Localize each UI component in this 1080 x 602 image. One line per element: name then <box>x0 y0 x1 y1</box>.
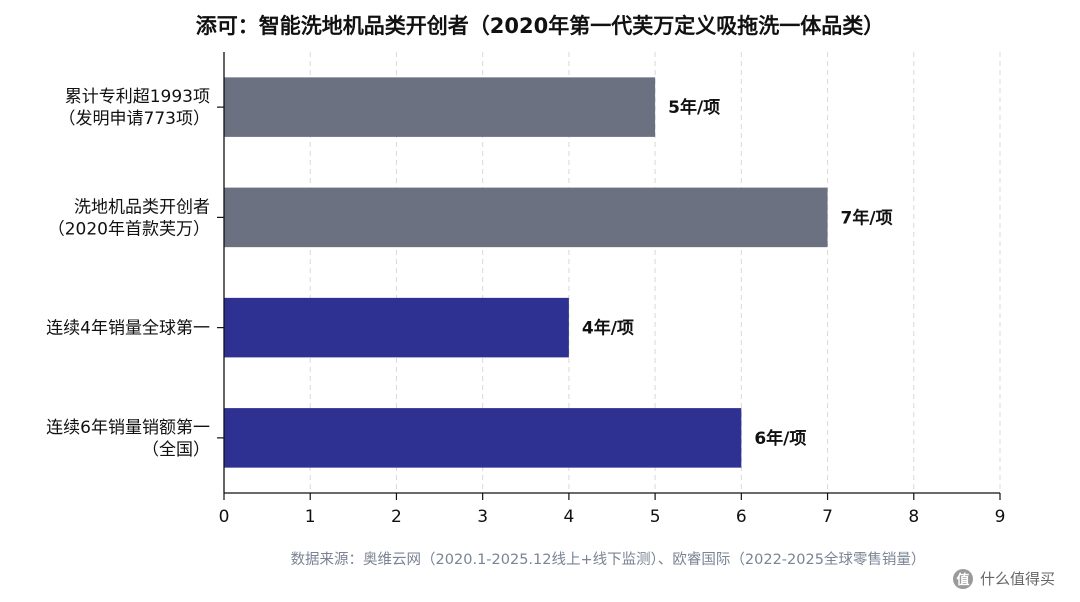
zhi-badge-icon: 值 <box>953 569 973 589</box>
bars: 5年/项 7年/项 4年/项 6年/项 <box>224 77 893 468</box>
data-label-2: 7年/项 <box>841 207 893 228</box>
bar-1 <box>224 77 656 137</box>
x-tick-label-4: 4 <box>563 507 574 527</box>
x-tick-label-1: 1 <box>305 507 316 527</box>
bar-4 <box>224 408 742 468</box>
svg-text:值: 值 <box>956 572 969 588</box>
category-label-3: 连续4年销量全球第一 <box>46 319 210 339</box>
chart-title: 添可：智能洗地机品类开创者（2020年第一代芙万定义吸拖洗一体品类） <box>196 14 884 38</box>
category-label-2: 洗地机品类开创者（2020年首款芙万） <box>48 197 210 239</box>
category-labels: 累计专利超1993项（发明申请773项） 洗地机品类开创者（2020年首款芙万） 连… <box>46 87 210 460</box>
data-label-4: 6年/项 <box>754 428 806 449</box>
y-axis <box>217 52 225 493</box>
category-label-4: 连续6年销量销额第一（全国） <box>46 418 210 460</box>
data-label-1: 5年/项 <box>668 97 720 118</box>
bar-3 <box>224 297 569 358</box>
x-tick-label-7: 7 <box>822 507 833 527</box>
x-tick-label-2: 2 <box>391 507 402 527</box>
bar-2 <box>224 187 828 248</box>
watermark: 值 什么值得买 <box>953 569 1055 589</box>
watermark-text: 什么值得买 <box>980 570 1055 588</box>
x-tick-label-6: 6 <box>736 507 747 527</box>
data-label-3: 4年/项 <box>582 318 634 339</box>
source-note: 数据来源：奥维云网（2020.1-2025.12线上+线下监测）、欧睿国际（20… <box>291 550 926 568</box>
x-tick-label-8: 8 <box>908 507 919 527</box>
category-label-1: 累计专利超1993项（发明申请773项） <box>59 87 210 129</box>
x-tick-label-0: 0 <box>219 507 230 527</box>
x-tick-label-9: 9 <box>995 507 1006 527</box>
x-tick-label-5: 5 <box>650 507 661 527</box>
x-axis: 0 1 2 3 4 5 6 7 8 9 <box>219 492 1006 527</box>
x-tick-label-3: 3 <box>477 507 488 527</box>
